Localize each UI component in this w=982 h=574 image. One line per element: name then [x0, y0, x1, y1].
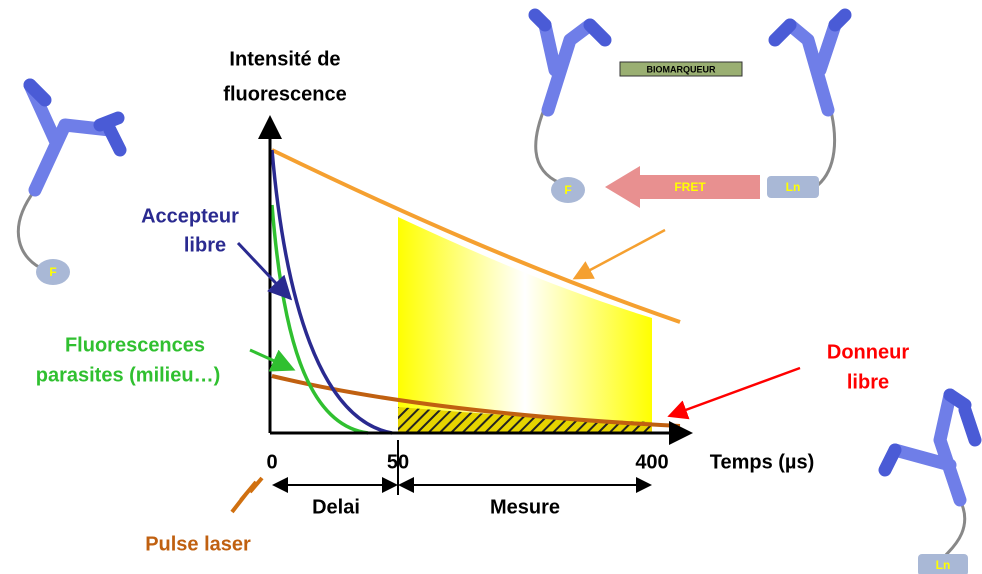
parasite-label: Fluorescences [65, 334, 205, 356]
donor-hatch [398, 407, 652, 433]
delay-label: Delai [312, 496, 360, 518]
fret-label: FRET [674, 180, 706, 194]
free-acceptor: F [16, 78, 127, 285]
fret-complex: BIOMARQUEUR FRET F Ln [528, 8, 852, 208]
parasite-arrow [249, 348, 296, 372]
measure-label: Mesure [490, 496, 560, 518]
donor-label: Donneur [827, 341, 909, 363]
donor-curve [271, 374, 681, 428]
donor-label: libre [847, 371, 889, 393]
free-donor: Ln [878, 388, 982, 574]
fret-arrow [572, 228, 666, 280]
measure-window [398, 217, 652, 433]
parasite-label: parasites (milieu…) [36, 364, 221, 386]
donor-arrow [667, 366, 801, 420]
donor-tag: Ln [936, 558, 951, 572]
fret-curve [271, 148, 681, 324]
parasite-curve [270, 204, 369, 435]
acceptor-curve [270, 149, 393, 435]
acceptor-label: Accepteur [141, 205, 239, 227]
y-label: fluorescence [223, 83, 346, 105]
y-label: Intensité de [229, 48, 340, 70]
acceptor-tag: F [564, 183, 571, 197]
pulse-label: Pulse laser [145, 533, 251, 555]
acceptor-label: libre [184, 234, 226, 256]
donor-tag: Ln [786, 180, 801, 194]
fret-transfer [605, 166, 760, 208]
laser-icon [230, 476, 264, 514]
tick-label: 400 [635, 451, 668, 473]
acceptor-tag: F [49, 265, 56, 279]
acceptor-arrow [236, 241, 293, 301]
x-label: Temps (µs) [710, 451, 815, 473]
tick-label: 0 [266, 451, 277, 473]
biomarker-label: BIOMARQUEUR [647, 64, 716, 74]
